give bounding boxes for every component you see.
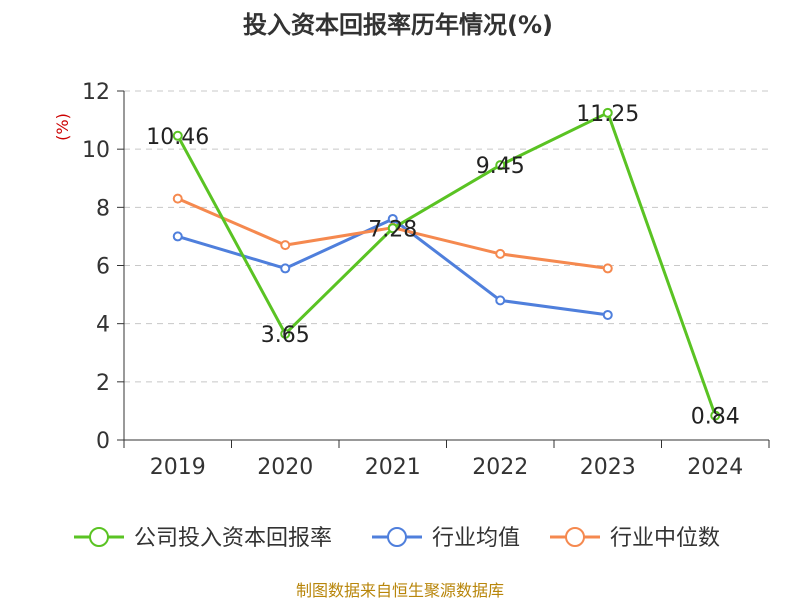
legend-item: 公司投入资本回报率 xyxy=(74,526,332,551)
data-point xyxy=(280,240,291,251)
data-point xyxy=(602,107,613,118)
data-point xyxy=(280,263,291,274)
series-line-0 xyxy=(176,111,717,417)
y-axis-label: (%) xyxy=(53,113,72,141)
x-tick-label: 2024 xyxy=(687,455,743,480)
data-point xyxy=(172,231,183,242)
data-label: 0.84 xyxy=(691,405,740,430)
legend-marker xyxy=(89,527,109,547)
axes: 0 2 4 6 8 10 12 2019 2020 2021 2022 2023 2024 xyxy=(82,80,770,480)
legend-marker xyxy=(565,527,585,547)
legend: 公司投入资本回报率 行业均值 行业中位数 xyxy=(74,526,720,551)
y-tick-label: 10 xyxy=(82,138,110,163)
x-tick-label: 2021 xyxy=(365,455,421,480)
data-point xyxy=(495,248,506,259)
legend-marker xyxy=(387,527,407,547)
data-point xyxy=(495,295,506,306)
x-tick-label: 2022 xyxy=(472,455,528,480)
data-point xyxy=(602,309,613,320)
data-label: 10.46 xyxy=(146,125,209,150)
data-label: 7.28 xyxy=(368,217,417,242)
y-tick-label: 6 xyxy=(96,255,110,280)
legend-item: 行业均值 xyxy=(372,526,520,551)
legend-label: 行业中位数 xyxy=(610,526,720,551)
legend-label: 公司投入资本回报率 xyxy=(134,526,332,551)
series-group xyxy=(172,107,721,421)
data-label: 9.45 xyxy=(476,154,525,179)
x-tick-label: 2023 xyxy=(580,455,636,480)
data-point xyxy=(172,130,183,141)
y-tick-label: 2 xyxy=(96,371,110,396)
source-note: 制图数据来自恒生聚源数据库 xyxy=(296,581,504,600)
data-point xyxy=(710,410,721,421)
legend-item: 行业中位数 xyxy=(550,526,720,551)
y-tick-label: 8 xyxy=(96,196,110,221)
x-tick-label: 2019 xyxy=(150,455,206,480)
data-point xyxy=(172,193,183,204)
data-point xyxy=(495,160,506,171)
x-tick-label: 2020 xyxy=(257,455,313,480)
chart-title: 投入资本回报率历年情况(%) xyxy=(243,11,553,39)
data-point xyxy=(280,328,291,339)
y-tick-label: 12 xyxy=(82,80,110,105)
data-point xyxy=(387,223,398,234)
data-labels: 10.46 3.65 7.28 9.45 11.25 0.84 xyxy=(146,102,739,430)
data-point xyxy=(602,263,613,274)
data-label: 11.25 xyxy=(576,102,639,127)
legend-label: 行业均值 xyxy=(432,526,520,551)
y-tick-label: 0 xyxy=(96,429,110,454)
data-label: 3.65 xyxy=(261,323,310,348)
y-tick-label: 4 xyxy=(96,313,110,338)
gridlines xyxy=(124,90,769,383)
